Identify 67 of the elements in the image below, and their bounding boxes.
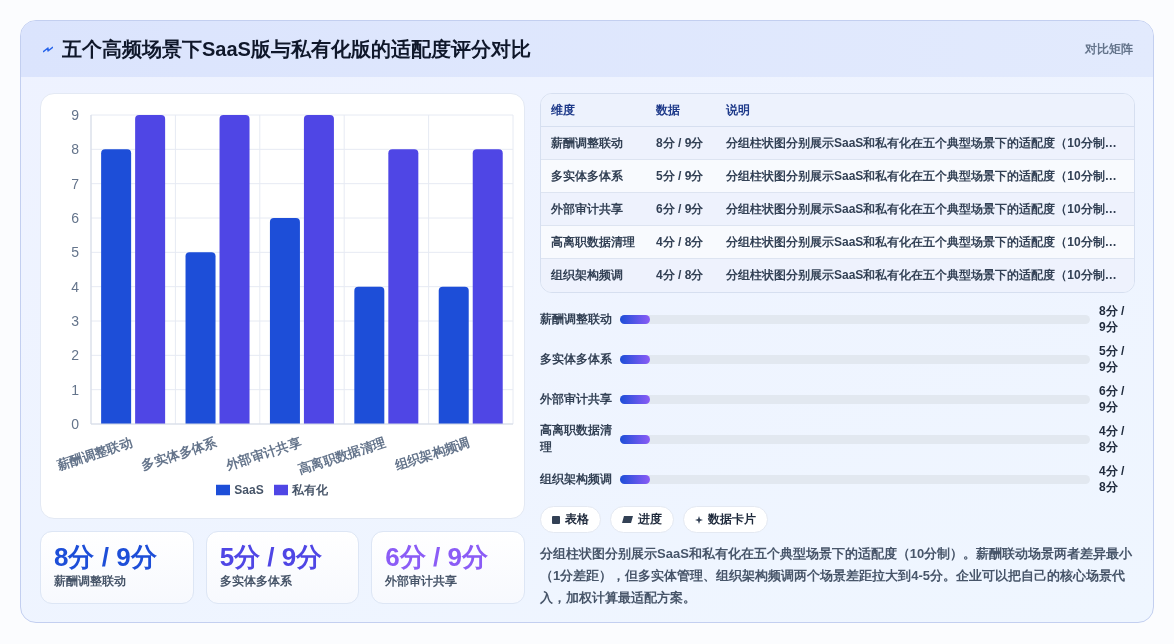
text: 8分 / 9分 <box>656 135 704 150</box>
text: 对比矩阵 <box>1085 42 1133 56</box>
y-tick-label: 7 <box>71 175 80 192</box>
category-label: 组织架构频调 <box>540 471 612 486</box>
pill-button: 数据卡片 <box>683 506 768 533</box>
bar <box>354 286 385 424</box>
text: 分组柱状图分别展示SaaS和私有化在五个典型场景下的适配度（10分制… <box>726 135 1117 150</box>
text: 4分 / 8分 <box>1099 424 1125 454</box>
category-label: 说明 <box>726 101 751 119</box>
y-tick-label: 2 <box>71 347 80 364</box>
category-label: 表格 <box>565 511 589 528</box>
category-label: 数据卡片 <box>708 511 756 528</box>
bar <box>472 149 503 424</box>
text: 6分 / 9分 <box>385 542 488 572</box>
text: 6分 / 9分 <box>656 201 704 216</box>
bar <box>135 115 166 424</box>
y-tick-label: 4 <box>71 278 80 295</box>
y-tick-label: 9 <box>71 106 80 123</box>
pill-button: 进度 <box>610 506 674 533</box>
category-label: 进度 <box>638 511 662 528</box>
text: 5分 / 9分 <box>656 168 704 183</box>
category-label: 薪酬调整联动 <box>54 574 126 588</box>
y-tick-label: 5 <box>71 244 80 261</box>
text: 外部审计共享 <box>551 201 623 216</box>
text: 5分 / 9分 <box>219 542 323 572</box>
x-tick-label: 多实体多体系 <box>139 434 220 473</box>
category-label: 外部审计共享 <box>385 574 458 588</box>
text: 5分 / 9分 <box>1099 344 1125 374</box>
legend-label: SaaS <box>234 483 264 497</box>
text: 4分 / 8分 <box>1099 464 1125 494</box>
bar <box>438 286 469 424</box>
text: 6分 / 9分 <box>1099 384 1125 414</box>
text: 8分 / 9分 <box>1099 304 1125 334</box>
category-label: 薪酬调整联动 <box>540 311 612 326</box>
bar <box>303 115 334 424</box>
text: 分组柱状图分别展示SaaS和私有化在五个典型场景下的适配度（10分制… <box>726 268 1117 282</box>
text: 4分 / 8分 <box>656 234 704 249</box>
bar <box>219 115 250 424</box>
legend-label: 私有化 <box>291 483 328 497</box>
text: 组织架构频调 <box>551 268 623 282</box>
text: 8分 / 9分 <box>54 542 157 572</box>
text: 分组柱状图分别展示SaaS和私有化在五个典型场景下的适配度（10分制）。薪酬联动场景两者差异最小（1分差距），但多实体管理、组织架构频调两个场景差距拉大到4-5分。企业可以把自己的核心场景代入，加权计算最适配方案。 <box>540 546 1133 605</box>
category-label: 维度 <box>551 101 576 119</box>
y-tick-label: 3 <box>71 312 80 329</box>
category-label: 多实体多体系 <box>219 574 292 588</box>
y-tick-label: 6 <box>71 209 80 226</box>
x-tick-label: 薪酬调整联动 <box>54 434 135 474</box>
category-label: 多实体多体系 <box>540 351 612 366</box>
text: 薪酬调整联动 <box>551 135 623 150</box>
bar <box>269 218 300 424</box>
chart-title: 五个高频场景下SaaS版与私有化版的适配度评分对比 <box>62 38 531 60</box>
text: 多实体多体系 <box>551 168 623 183</box>
text: 分组柱状图分别展示SaaS和私有化在五个典型场景下的适配度（10分制… <box>726 201 1117 216</box>
text: 分组柱状图分别展示SaaS和私有化在五个典型场景下的适配度（10分制… <box>726 234 1117 249</box>
category-label: 数据 <box>656 101 681 119</box>
bar <box>185 252 216 424</box>
y-tick-label: 1 <box>71 381 80 398</box>
text: 分组柱状图分别展示SaaS和私有化在五个典型场景下的适配度（10分制… <box>726 168 1117 183</box>
y-tick-label: 0 <box>71 415 80 432</box>
text: 4分 / 8分 <box>656 268 704 282</box>
category-label: 外部审计共享 <box>540 391 612 406</box>
bar <box>388 149 419 424</box>
bar <box>101 149 132 424</box>
x-tick-label: 组织架构频调 <box>391 434 472 474</box>
pill-button: 表格 <box>540 506 601 533</box>
text: 高离职数据清理 <box>551 234 635 249</box>
y-tick-label: 8 <box>71 141 80 158</box>
